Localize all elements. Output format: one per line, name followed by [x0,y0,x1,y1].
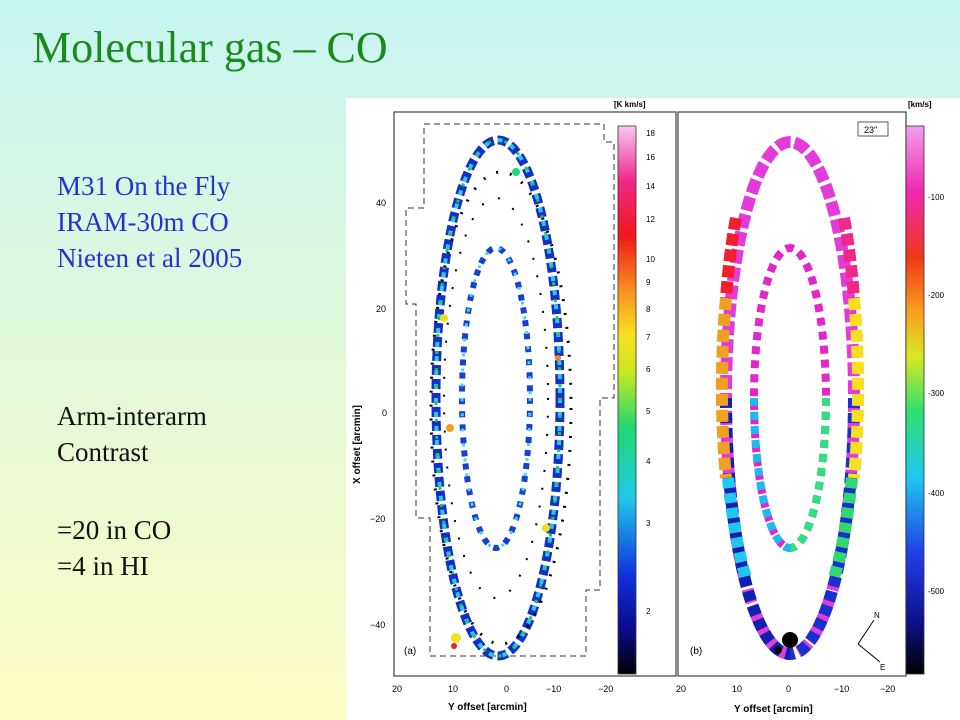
x-tick-label: −20 [598,684,613,694]
beam-size-label: 23" [864,125,877,135]
colorbar-tick: 16 [646,153,655,162]
compass-arrows: N E [857,611,885,672]
panel-a-survey-boundary [405,123,615,657]
colorbar-tick: 8 [646,305,651,314]
colorbar-tick: 18 [646,129,655,138]
x-tick-label: −10 [546,684,561,694]
colorbar-tick: 6 [646,365,651,374]
panel-a-y-ticks: 40 20 0 −20 −40 [370,198,387,630]
colorbar-tick: 7 [646,333,651,342]
colorbar-tick: 12 [646,215,655,224]
beam-size-box [857,121,889,137]
colorbar-tick: 2 [646,607,651,616]
co-map-figure: 40 20 0 −20 −40 X offset [arcmin] 20 10 … [346,98,960,720]
note-line-co: =20 in CO [57,515,172,545]
note-line-hi: =4 in HI [57,551,149,581]
x-tick-label: 20 [392,684,402,694]
contrast-values: =20 in CO =4 in HI [57,512,171,584]
colorbar-tick: 5 [646,407,651,416]
co-map-svg: 40 20 0 −20 −40 X offset [arcmin] 20 10 … [352,100,945,715]
panel-a-colorbar-unit: [K km/s] [614,100,646,109]
x-axis-label-a: Y offset [arcmin] [448,702,527,713]
panel-b-colorbar [905,125,925,675]
note-line-2: Contrast [57,437,149,467]
y-axis-label: X offset [arcmin] [352,405,363,484]
x-tick-label: −20 [880,684,895,694]
panel-b-colorbar-unit: [km/s] [908,100,932,109]
source-line-1: M31 On the Fly [57,171,231,201]
x-tick-label: 0 [504,684,509,694]
panel-a-emission [429,135,573,661]
colorbar-tick: 4 [646,457,651,466]
x-tick-label: 10 [732,684,742,694]
compass-north-label: N [874,611,880,620]
panel-a-colorbar [617,125,637,675]
source-citation: M31 On the Fly IRAM-30m CO Nieten et al … [57,168,242,276]
source-line-2: IRAM-30m CO [57,207,229,237]
y-tick-label: −20 [370,514,385,524]
compass-east-label: E [880,663,885,672]
colorbar-tick: 10 [646,255,655,264]
panel-b-colorbar-ticks: -100 -200 -300 -400 -500 [928,193,945,596]
colorbar-tick: 14 [646,182,655,191]
x-axis-label-b: Y offset [arcmin] [734,704,813,715]
y-tick-label: 0 [382,408,387,418]
panel-a-colorbar-ticks: 18 16 14 12 10 9 8 7 6 5 4 3 2 [646,129,655,616]
x-tick-label: −10 [834,684,849,694]
x-tick-label: 0 [786,684,791,694]
note-line-1: Arm-interarm [57,401,207,431]
panel-b-x-ticks: 20 10 0 −10 −20 [676,684,895,694]
panel-b-velocity-field [715,136,865,660]
colorbar-tick: -500 [928,587,945,596]
panel-a-x-ticks: 20 10 0 −10 −20 [392,684,613,694]
source-line-3: Nieten et al 2005 [57,243,243,273]
colorbar-tick: -200 [928,291,945,300]
colorbar-tick: 3 [646,519,651,528]
panel-a-tag: (a) [404,646,416,657]
y-tick-label: 40 [376,198,386,208]
colorbar-tick: 9 [646,278,651,287]
contrast-notes: Arm-interarm Contrast [57,398,207,470]
y-tick-label: 20 [376,304,386,314]
y-tick-label: −40 [370,620,385,630]
panel-b-tag: (b) [690,646,702,657]
slide-title: Molecular gas – CO [32,23,388,72]
colorbar-tick: -100 [928,193,945,202]
colorbar-tick: -400 [928,489,945,498]
x-tick-label: 10 [448,684,458,694]
x-tick-label: 20 [676,684,686,694]
colorbar-tick: -300 [928,389,945,398]
